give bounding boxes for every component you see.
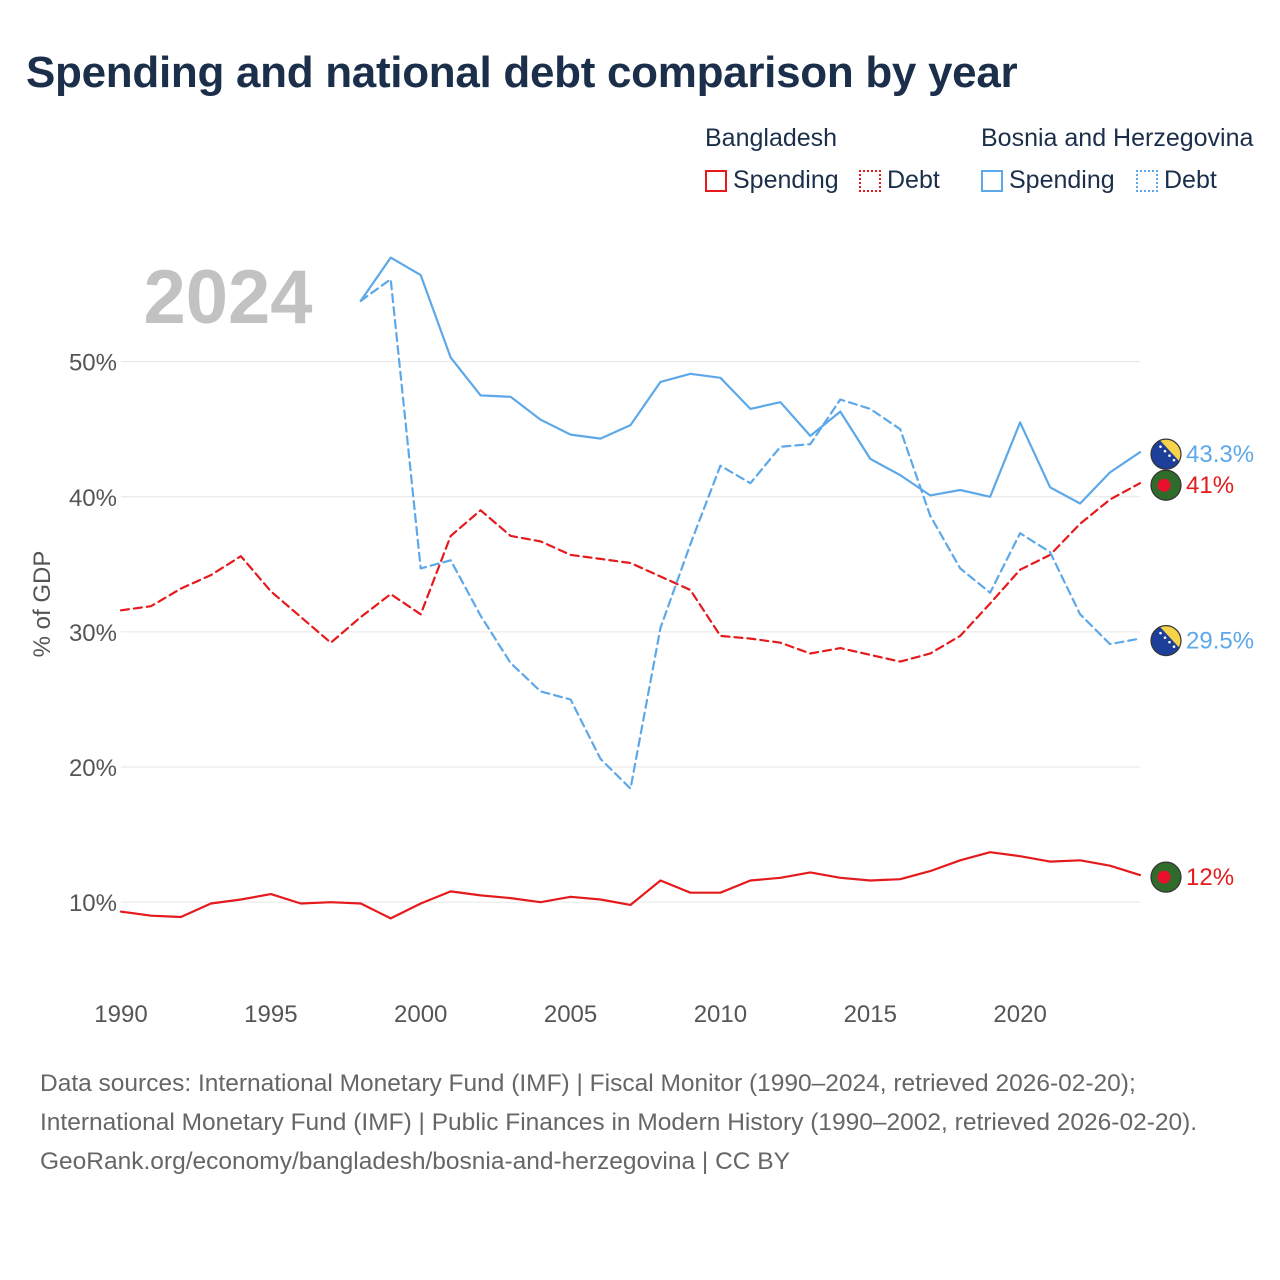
x-tick-label: 2015 [844, 1001, 897, 1028]
y-tick-label: 20% [69, 755, 117, 782]
end-value-label: 29.5% [1186, 628, 1254, 655]
x-axis-ticks: 1990 1995 2000 2005 2010 2015 2020 [94, 1001, 1047, 1028]
legend-group-title-bangladesh: Bangladesh [705, 124, 838, 152]
series-line-bangladesh-debt[interactable] [119, 482, 1142, 663]
legend-item-bangladesh-debt[interactable]: Debt [859, 166, 940, 195]
legend-swatch-solid [981, 169, 1003, 192]
series-lines [119, 256, 1142, 920]
series-line-bangladesh-spending[interactable] [119, 851, 1142, 920]
x-tick-label: 2000 [394, 1001, 447, 1028]
chart-title: Spending and national debt comparison by… [26, 48, 1018, 97]
legend-swatch-solid [705, 169, 727, 192]
end-value-label: 41% [1186, 472, 1234, 499]
legend-swatch-dotted [859, 169, 881, 192]
series-line-bosnia-and-herzegovina-spending[interactable] [359, 256, 1142, 505]
legend-item-bangladesh-spending[interactable]: Spending [705, 166, 839, 195]
y-tick-label: 10% [69, 890, 117, 917]
data-sources: Data sources: International Monetary Fun… [40, 1070, 1198, 1136]
footer: Data sources: International Monetary Fun… [40, 1064, 1240, 1181]
line-chart: 2024 10% 20% 30% 40% 50% 1990 1995 2000 2005 201… [29, 255, 1254, 1028]
bosnia-flag-icon [1150, 625, 1182, 657]
credit-link[interactable]: GeoRank.org/economy/bangladesh/bosnia-an… [40, 1148, 790, 1175]
bangladesh-flag-icon [1150, 861, 1182, 893]
legend-label: Debt [887, 166, 940, 194]
x-tick-label: 1995 [244, 1001, 297, 1028]
x-tick-label: 2005 [544, 1001, 597, 1028]
x-tick-label: 1990 [94, 1001, 147, 1028]
bangladesh-flag-icon [1150, 469, 1182, 501]
y-tick-label: 50% [69, 350, 117, 377]
y-tick-label: 40% [69, 485, 117, 512]
legend-swatch-dotted [1136, 169, 1158, 192]
end-markers: 12% 41% 43.3% 29.5% [1150, 438, 1254, 893]
end-value-label: 12% [1186, 864, 1234, 891]
legend-item-bosnia-debt[interactable]: Debt [1136, 166, 1217, 195]
y-tick-label: 30% [69, 620, 117, 647]
end-value-label: 43.3% [1186, 441, 1254, 468]
legend-label: Debt [1164, 166, 1217, 194]
legend-item-bosnia-spending[interactable]: Spending [981, 166, 1115, 195]
x-tick-label: 2010 [694, 1001, 747, 1028]
legend-group-title-bosnia: Bosnia and Herzegovina [981, 124, 1254, 152]
y-axis-label: % of GDP [29, 551, 56, 658]
gridlines [121, 361, 1140, 903]
y-axis-ticks: 10% 20% 30% 40% 50% [69, 350, 117, 918]
bosnia-flag-icon [1150, 438, 1182, 470]
legend-label: Spending [733, 166, 839, 194]
year-label: 2024 [143, 255, 312, 340]
x-tick-label: 2020 [993, 1001, 1046, 1028]
series-line-bosnia-and-herzegovina-debt[interactable] [359, 278, 1142, 790]
legend-label: Spending [1009, 166, 1115, 194]
